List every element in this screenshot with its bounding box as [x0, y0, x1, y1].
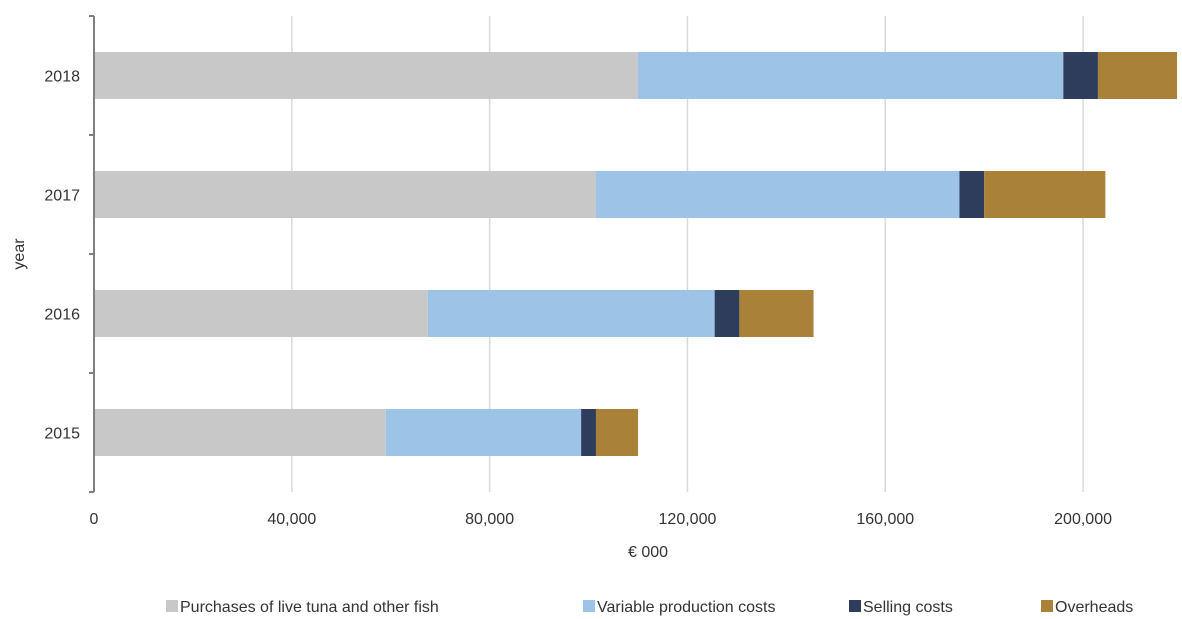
x-axis-title: € 000	[628, 544, 668, 561]
bars	[94, 52, 1178, 456]
bar-segment	[427, 290, 715, 337]
bar-segment	[984, 171, 1106, 218]
legend-label: Overheads	[1055, 599, 1133, 616]
bar-segment	[595, 171, 960, 218]
bar-segment	[385, 409, 582, 456]
tick-labels: 0 40,000 80,000 120,000 160,000 200,000 2015 20…	[44, 69, 1112, 529]
legend-swatch	[1041, 600, 1053, 612]
bar-segment	[638, 52, 1064, 99]
legend: Purchases of live tuna and other fish Var…	[166, 599, 1133, 616]
bar-segment	[714, 290, 740, 337]
legend-swatch	[166, 600, 178, 612]
axes	[89, 15, 95, 493]
bar-segment	[581, 409, 596, 456]
bar-segment	[94, 409, 386, 456]
y-tick-label: 2016	[44, 307, 80, 324]
x-tick-label: 0	[90, 511, 99, 528]
y-axis-title: year	[11, 238, 28, 270]
bar-segment	[739, 290, 814, 337]
bar-segment	[959, 171, 985, 218]
legend-swatch	[849, 600, 861, 612]
bar-segment	[94, 290, 428, 337]
bar-segment	[595, 409, 638, 456]
bar-segment	[94, 52, 638, 99]
x-tick-label: 200,000	[1054, 511, 1112, 528]
x-tick-label: 160,000	[856, 511, 914, 528]
bar-segment	[1063, 52, 1098, 99]
x-tick-label: 40,000	[267, 511, 316, 528]
legend-label: Selling costs	[863, 599, 953, 616]
y-tick-label: 2018	[44, 69, 80, 86]
legend-label: Purchases of live tuna and other fish	[180, 599, 439, 616]
legend-label: Variable production costs	[597, 599, 775, 616]
x-tick-label: 80,000	[465, 511, 514, 528]
y-tick-label: 2017	[44, 188, 80, 205]
bar-segment	[1097, 52, 1178, 99]
legend-swatch	[583, 600, 595, 612]
bar-segment	[94, 171, 596, 218]
y-tick-label: 2015	[44, 426, 80, 443]
x-tick-label: 120,000	[659, 511, 717, 528]
